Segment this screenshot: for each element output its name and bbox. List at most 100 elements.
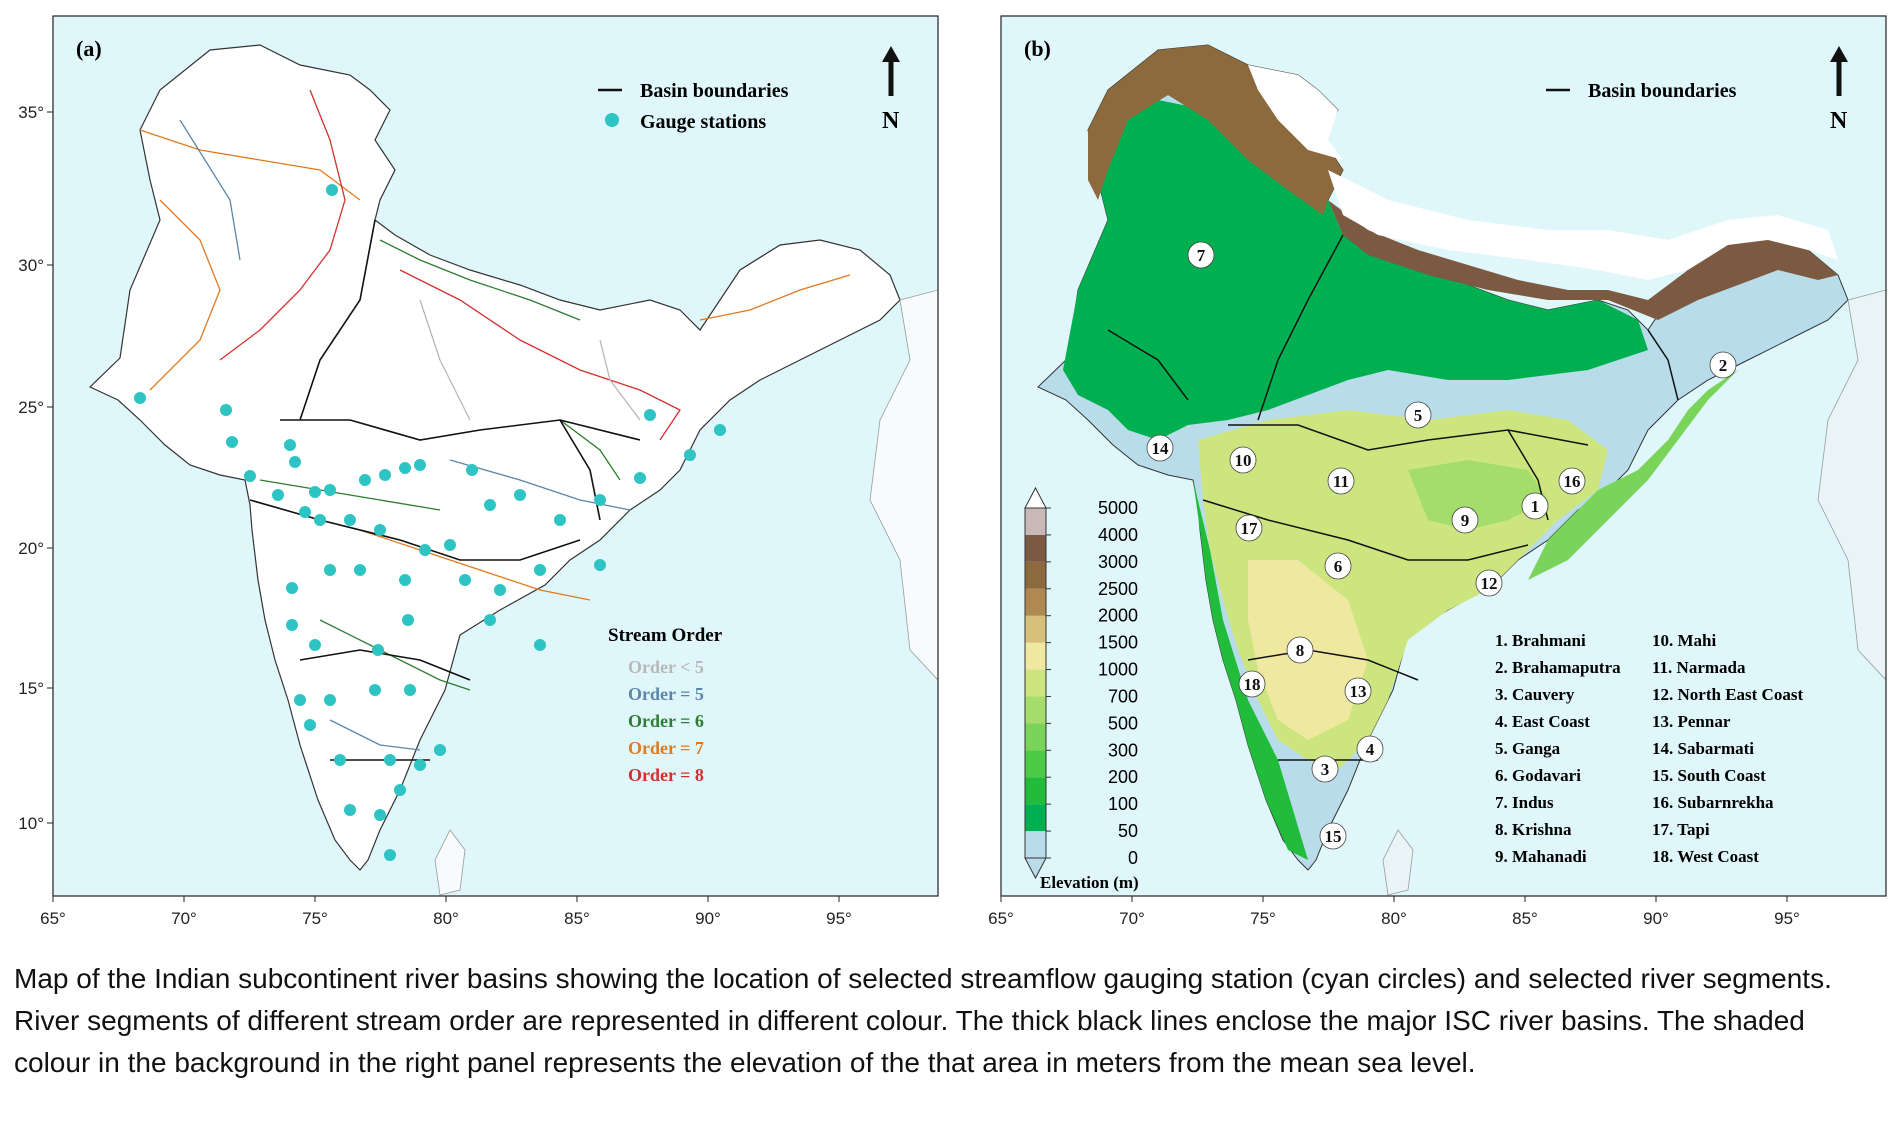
colorbar-segment	[1025, 804, 1046, 832]
gauge-station	[554, 514, 566, 526]
legend-gauges: Gauge stations	[640, 111, 766, 133]
lat-tick-label: 30°	[18, 256, 44, 275]
colorbar-segment	[1025, 750, 1046, 778]
legend-gauge-marker	[605, 113, 619, 127]
river-order-6	[559, 419, 621, 481]
gauge-station	[369, 684, 381, 696]
gauge-station	[286, 582, 298, 594]
gauge-station	[372, 644, 384, 656]
colorbar-segment	[1025, 615, 1046, 643]
gauge-station	[334, 754, 346, 766]
basin-list-item: 13. Pennar	[1652, 712, 1731, 731]
basin-number-marker: 18	[1238, 670, 1266, 698]
colorbar-segment	[1025, 831, 1046, 858]
basin-list-item: 9. Mahanadi	[1495, 847, 1587, 866]
gauge-station	[466, 464, 478, 476]
gauge-station	[344, 514, 356, 526]
basin-list-item: 6. Godavari	[1495, 766, 1581, 785]
north-label-a: N	[882, 108, 900, 134]
himalaya-snow	[1328, 170, 1838, 280]
colorbar-segment	[1025, 777, 1046, 805]
frame-b	[1000, 15, 1887, 897]
svg-text:15: 15	[1325, 827, 1342, 846]
lon-tick-label: 90°	[695, 909, 721, 928]
gauge-station	[414, 459, 426, 471]
elevation-colorbar: 0 50 100 200 300 500 700 1000 1500 2000 2500 3000 40…	[1024, 486, 1138, 880]
basin-number-marker: 10	[1229, 446, 1257, 474]
gauge-station	[634, 472, 646, 484]
colorbar-tick-label: 5000	[1098, 498, 1138, 518]
lat-tick-label: 10°	[18, 814, 44, 833]
legend-boundaries-a: Basin boundaries	[640, 80, 789, 102]
gauge-station	[294, 694, 306, 706]
himalaya-foothills	[1328, 200, 1838, 320]
river-order-7	[149, 199, 221, 391]
river-order-7	[359, 529, 591, 601]
basin-list-item: 7. Indus	[1495, 793, 1554, 812]
gauge-station	[326, 184, 338, 196]
lon-tick-label: 65°	[40, 909, 66, 928]
stream-order-item: Order = 5	[628, 684, 704, 704]
basin-number-marker: 13	[1344, 677, 1372, 705]
river-order-6	[379, 239, 581, 321]
panel-b-label: (b)	[1024, 36, 1051, 61]
colorbar-tick-label: 300	[1108, 740, 1138, 760]
stream-order-title: Stream Order	[608, 625, 723, 646]
lon-tick-label: 85°	[564, 909, 590, 928]
river-order-5	[179, 119, 241, 261]
river-network	[139, 89, 851, 751]
svg-text:6: 6	[1334, 557, 1343, 576]
north-arrow-icon-a	[882, 46, 900, 96]
gauge-station	[459, 574, 471, 586]
colorbar-title: Elevation (m)	[1040, 873, 1139, 892]
stream-order-item: Order < 5	[628, 657, 704, 677]
gauge-station	[374, 524, 386, 536]
colorbar-bottom-arrow	[1024, 857, 1047, 880]
river-order-5	[329, 719, 421, 751]
gauge-station	[399, 574, 411, 586]
gauge-station	[399, 462, 411, 474]
indo-gangetic-plain	[1063, 100, 1648, 440]
basin-list-item: 10. Mahi	[1652, 631, 1717, 650]
colorbar-segment	[1025, 534, 1046, 562]
colorbar-tick-label: 2000	[1098, 606, 1138, 626]
basin-number-marker: 4	[1356, 735, 1384, 763]
axis-ticks: 65° 70° 75° 80° 85° 90° 95° 35° 30° 25° 20° 15° 10° 6…	[18, 103, 1800, 928]
gauge-station	[714, 424, 726, 436]
gauge-station	[514, 489, 526, 501]
colorbar-segment	[1025, 588, 1046, 616]
north-arrow-icon-b	[1830, 46, 1848, 96]
lon-tick-label: 95°	[826, 909, 852, 928]
lon-tick-label: 90°	[1643, 909, 1669, 928]
svg-text:5: 5	[1414, 406, 1423, 425]
colorbar-tick-label: 1500	[1098, 633, 1138, 653]
map-figure: (a) Basin boundaries Gauge stations N St…	[18, 15, 1887, 928]
basin-list-item: 3. Cauvery	[1495, 685, 1575, 704]
gauge-station	[272, 489, 284, 501]
gauge-station	[644, 409, 656, 421]
svg-text:16: 16	[1564, 472, 1581, 491]
basin-name-list: 1. Brahmani 2. Brahamaputra 3. Cauvery 4. E…	[1495, 631, 1803, 866]
gauge-station	[414, 759, 426, 771]
river-order-lt5	[599, 339, 641, 421]
stream-order-item: Order = 8	[628, 765, 704, 785]
svg-text:10: 10	[1235, 451, 1252, 470]
panel-a: (a) Basin boundaries Gauge stations N St…	[52, 15, 939, 897]
basin-list-item: 18. West Coast	[1652, 847, 1759, 866]
basin-number-marker: 16	[1558, 467, 1586, 495]
basin-list-item: 2. Brahamaputra	[1495, 658, 1621, 677]
river-order-7	[699, 274, 851, 321]
svg-text:14: 14	[1152, 439, 1170, 458]
colorbar-tick-label: 500	[1108, 713, 1138, 733]
colorbar-tick-label: 200	[1108, 767, 1138, 787]
lat-tick-label: 15°	[18, 679, 44, 698]
river-order-6	[259, 479, 441, 511]
river-order-7	[139, 129, 361, 201]
gauge-station	[309, 486, 321, 498]
river-order-lt5	[419, 299, 471, 421]
svg-text:8: 8	[1296, 641, 1305, 660]
lon-tick-label: 70°	[1119, 909, 1145, 928]
lon-tick-label: 65°	[988, 909, 1014, 928]
svg-text:17: 17	[1241, 519, 1259, 538]
gauge-station	[594, 559, 606, 571]
